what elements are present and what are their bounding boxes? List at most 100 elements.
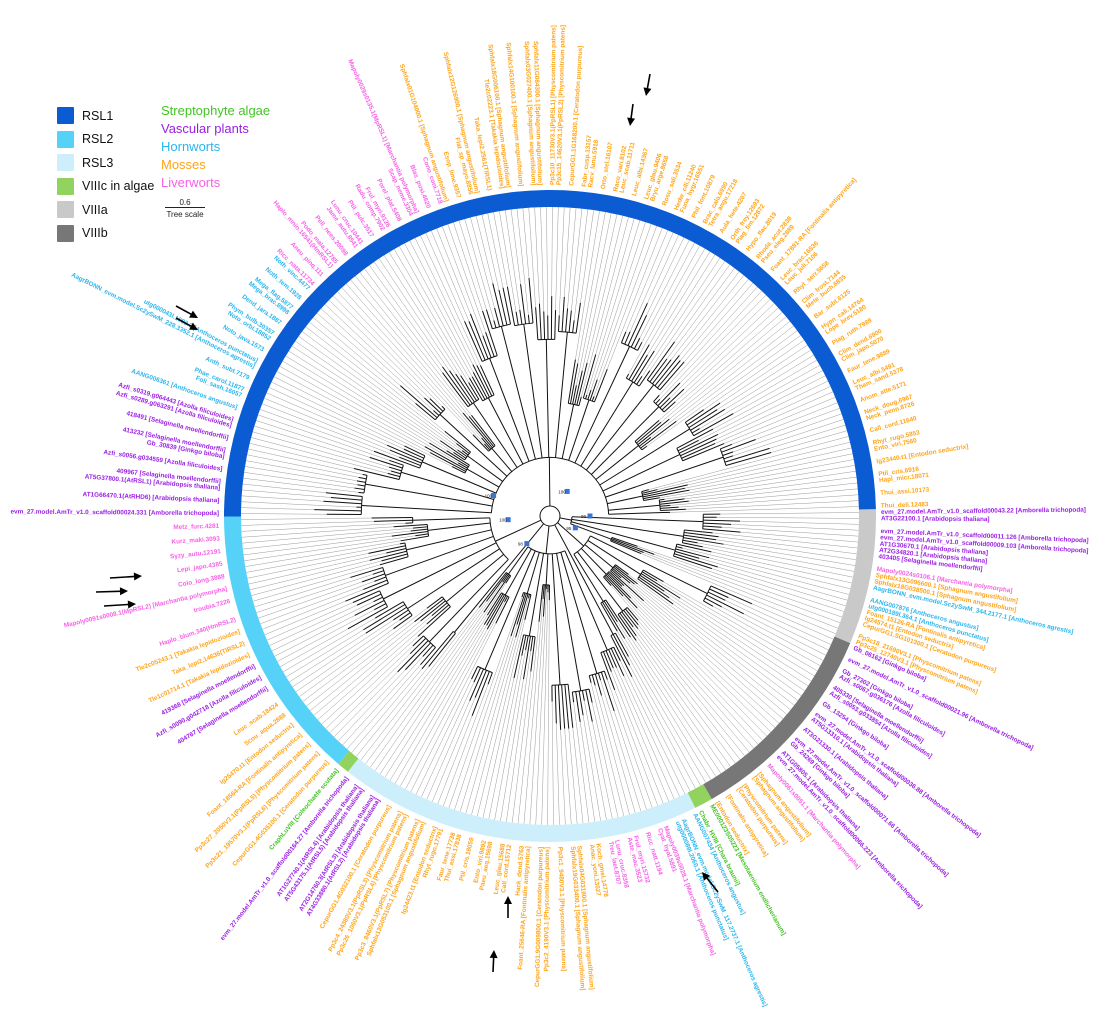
leaf-guide-line — [584, 700, 607, 820]
leaf-guide-line — [635, 640, 727, 771]
leaf-branch — [393, 614, 413, 630]
leaf-guide-line — [628, 574, 799, 701]
leaf-label: Pp3c1_9480V3.1 [Physcomitrium patens] — [556, 847, 567, 971]
leaf-branch — [482, 335, 492, 358]
branch — [591, 406, 660, 475]
arrow-icon — [95, 590, 124, 593]
leaf-guide-line — [415, 678, 472, 795]
leaf-branch — [703, 600, 714, 607]
leaf-guide-line — [685, 500, 859, 510]
leaf-label: Pp3c15_14620V3.1(PpRSL2) [Physcomitrium … — [556, 25, 567, 185]
branch — [487, 397, 524, 465]
leaf-branch — [661, 388, 685, 411]
branch — [545, 339, 550, 458]
leaf-guide-line — [685, 453, 853, 489]
leaf-label: Pp3c10_11730V3.1(PpRSL1) [Physcomitrium … — [549, 25, 557, 185]
leaf-guide-line — [370, 582, 503, 768]
leaf-guide-line — [421, 682, 475, 798]
branch — [545, 553, 549, 585]
arrow-icon — [175, 305, 194, 317]
leaf-branch — [707, 591, 726, 601]
leaf-branch — [405, 642, 431, 671]
branch — [571, 516, 704, 523]
leaf-guide-line — [258, 581, 363, 619]
leaf-branch — [633, 350, 655, 384]
viiib-swatch — [57, 224, 74, 242]
leaf-guide-line — [259, 409, 375, 452]
leaf-branch — [613, 646, 621, 662]
leaf-guide-line — [556, 723, 560, 825]
leaf-branch — [588, 688, 593, 703]
leaf-branch — [587, 389, 592, 400]
root-arc — [539, 505, 561, 527]
leaf-guide-line — [302, 608, 428, 702]
leaf-branch — [486, 595, 507, 630]
leaf-branch — [369, 550, 407, 561]
leaf-branch — [372, 570, 384, 575]
branch — [466, 468, 500, 488]
leaf-branch — [640, 420, 677, 449]
leaf-guide-line — [641, 242, 695, 343]
leaf-branch — [600, 652, 616, 691]
leaf-guide-line — [436, 228, 471, 314]
bootstrap-value: 99 — [581, 514, 587, 519]
leaf-branch — [561, 684, 566, 729]
clade-arc — [490, 456, 610, 515]
leaf-branch — [391, 531, 428, 537]
leaf-branch — [502, 573, 509, 583]
leaf-guide-line — [629, 582, 788, 715]
leaf-guide-line — [721, 606, 824, 661]
leaf-branch — [588, 675, 592, 684]
leaf-branch — [412, 526, 428, 529]
arrows — [95, 73, 719, 973]
leaf-branch — [702, 528, 741, 533]
leaf-guide-line — [383, 255, 461, 376]
leaf-guide-line — [546, 207, 548, 316]
leaf-guide-line — [678, 494, 859, 508]
leaf-guide-line — [607, 679, 653, 808]
leaf-guide-line — [243, 477, 359, 493]
leaf-guide-line — [266, 602, 354, 641]
leaf-guide-line — [577, 211, 606, 364]
leaf-branch — [373, 450, 420, 469]
leaf-guide-line — [607, 228, 663, 370]
leaf-label: evm_27.model.AmTr_v1.0_scaffold00043.22 … — [881, 507, 1086, 516]
bootstrap-marker — [491, 492, 497, 498]
leaf-branch — [456, 443, 470, 454]
leaf-guide-line — [638, 624, 745, 757]
leaf-branch — [659, 498, 665, 501]
leaf-label: Lepi_japo.4385 — [177, 561, 224, 575]
leaf-guide-line — [394, 625, 487, 784]
bootstrap-value: 95 — [566, 526, 572, 531]
leaf-guide-line — [325, 645, 414, 729]
leaf-guide-line — [601, 695, 636, 814]
leaf-guide-line — [458, 220, 487, 310]
leaf-branch — [460, 375, 478, 401]
leaf-branch — [415, 402, 436, 421]
leaf-guide-line — [399, 246, 473, 377]
leaf-branch — [530, 636, 534, 652]
leaf-branch — [386, 444, 423, 462]
clade-stem — [554, 524, 573, 559]
leaf-branch — [485, 309, 493, 329]
leaf-guide-line — [256, 574, 373, 613]
leaf-branch — [468, 321, 486, 361]
leaf-guide-line — [687, 447, 852, 486]
leaf-guide-line — [414, 237, 478, 366]
branch — [400, 471, 494, 500]
leaf-branch — [660, 508, 686, 512]
leaf-branch — [521, 592, 524, 598]
leaf-guide-line — [535, 589, 547, 825]
leaf-label: Thui_assi.10173 — [880, 487, 930, 497]
leaf-guide-line — [697, 542, 855, 572]
leaf-guide-line — [420, 235, 481, 366]
leaf-branch — [485, 332, 495, 357]
leaf-branch — [612, 567, 631, 584]
taxon-liverworts: Liverworts — [161, 175, 221, 190]
leaf-guide-line — [241, 507, 315, 510]
leaf-branch — [439, 440, 467, 459]
leaf-branch — [676, 546, 683, 549]
branch — [574, 346, 631, 464]
leaf-branch — [623, 610, 639, 629]
leaf-branch — [431, 602, 448, 617]
